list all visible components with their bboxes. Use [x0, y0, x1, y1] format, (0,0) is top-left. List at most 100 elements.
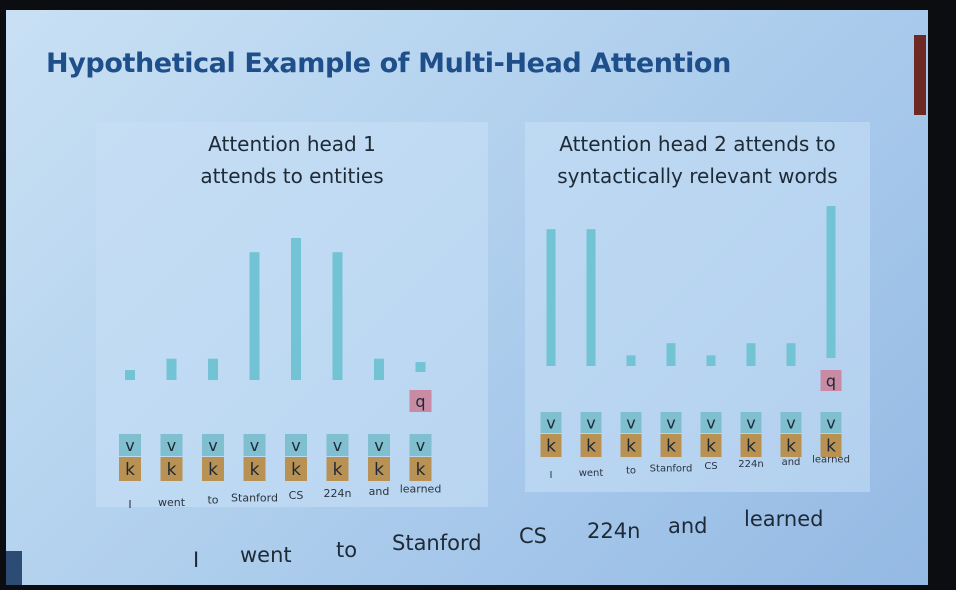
- value-box: [326, 434, 349, 456]
- query-label: q: [826, 372, 836, 391]
- query-label: q: [415, 392, 425, 411]
- value-box: [409, 434, 432, 456]
- value-label: v: [546, 414, 555, 433]
- head-1-title-line-2: attends to entities: [200, 164, 384, 188]
- value-label: v: [626, 414, 635, 433]
- head-2-title-line-2: syntactically relevant words: [557, 164, 838, 188]
- slide: Hypothetical Example of Multi-Head Atten…: [6, 10, 928, 585]
- key-label: k: [826, 437, 836, 457]
- attention-head-2-chart: vkIvkwentvktovkStanfordvkCSvk224nvkandqv…: [540, 206, 850, 481]
- category-label: Stanford: [650, 463, 693, 474]
- attention-bar-i: [546, 229, 556, 366]
- attention-bar-stanford: [249, 252, 260, 380]
- value-label: v: [786, 414, 795, 433]
- value-box: [780, 412, 802, 433]
- value-label: v: [125, 436, 134, 455]
- value-label: v: [416, 436, 425, 455]
- sentence-word: CS: [519, 524, 547, 548]
- head-1-title-line-1: Attention head 1: [208, 132, 376, 156]
- value-box: [700, 412, 722, 433]
- key-label: k: [786, 437, 796, 457]
- category-label: 224n: [738, 459, 763, 470]
- head-1-title: Attention head 1 attends to entities: [96, 128, 488, 192]
- sentence-word: went: [240, 543, 292, 567]
- attention-bar-and: [786, 343, 796, 366]
- key-box: [368, 457, 390, 481]
- category-label: to: [207, 494, 218, 507]
- key-label: k: [666, 437, 676, 457]
- attention-bar-and: [374, 358, 384, 380]
- slide-corner-marker: [6, 551, 22, 585]
- category-label: learned: [812, 455, 850, 466]
- attention-bar-to: [208, 358, 218, 380]
- key-box: [740, 434, 762, 457]
- value-box: [740, 412, 762, 433]
- value-box: [285, 434, 307, 456]
- value-box: [160, 434, 183, 456]
- value-box: [540, 412, 562, 433]
- value-label: v: [208, 436, 217, 455]
- query-box: [820, 370, 842, 391]
- key-label: k: [208, 460, 218, 480]
- attention-bar-cs: [706, 355, 716, 366]
- value-box: [119, 434, 141, 456]
- key-label: k: [291, 460, 301, 480]
- key-box: [660, 434, 682, 457]
- attention-bar-learned: [826, 206, 836, 358]
- attention-bar-to: [626, 355, 636, 366]
- value-label: v: [666, 414, 675, 433]
- key-box: [820, 434, 842, 457]
- value-box: [202, 434, 224, 456]
- key-label: k: [333, 460, 343, 480]
- category-label: learned: [400, 483, 442, 496]
- key-label: k: [706, 437, 716, 457]
- category-label: and: [782, 457, 801, 468]
- value-label: v: [291, 436, 300, 455]
- slide-edge-marker: [914, 35, 926, 115]
- attention-bar-stanford: [666, 343, 676, 366]
- value-label: v: [374, 436, 383, 455]
- key-box: [780, 434, 802, 457]
- sentence-word: I: [193, 548, 200, 572]
- key-box: [119, 457, 141, 481]
- key-label: k: [626, 437, 636, 457]
- key-label: k: [167, 460, 177, 480]
- sentence-word: 224n: [587, 519, 641, 543]
- category-label: CS: [289, 489, 304, 502]
- query-box: [409, 390, 432, 412]
- value-box: [820, 412, 842, 433]
- category-label: and: [369, 485, 390, 498]
- key-box: [700, 434, 722, 457]
- category-label: CS: [704, 461, 717, 472]
- sentence-word: Stanford: [392, 531, 482, 555]
- value-box: [580, 412, 602, 433]
- key-label: k: [125, 460, 135, 480]
- head-2-title: Attention head 2 attends to syntacticall…: [525, 128, 870, 192]
- value-label: v: [706, 414, 715, 433]
- category-label: Stanford: [231, 491, 278, 504]
- attention-bar-cs: [291, 238, 301, 380]
- key-box: [243, 457, 266, 481]
- key-box: [160, 457, 183, 481]
- value-box: [243, 434, 266, 456]
- value-label: v: [586, 414, 595, 433]
- key-label: k: [416, 460, 426, 480]
- attention-bar-224n: [332, 252, 343, 380]
- attention-bar-went: [166, 358, 177, 380]
- value-box: [620, 412, 642, 433]
- attention-head-2-panel: Attention head 2 attends to syntacticall…: [525, 122, 870, 492]
- attention-bar-learned: [415, 362, 426, 372]
- key-box: [580, 434, 602, 457]
- sentence-word: and: [668, 514, 708, 538]
- head-2-title-line-1: Attention head 2 attends to: [559, 132, 836, 156]
- category-label: went: [579, 468, 604, 479]
- value-label: v: [333, 436, 342, 455]
- key-label: k: [746, 437, 756, 457]
- value-label: v: [167, 436, 176, 455]
- key-box: [326, 457, 349, 481]
- key-label: k: [250, 460, 260, 480]
- key-box: [202, 457, 224, 481]
- value-label: v: [746, 414, 755, 433]
- category-label: to: [626, 466, 636, 477]
